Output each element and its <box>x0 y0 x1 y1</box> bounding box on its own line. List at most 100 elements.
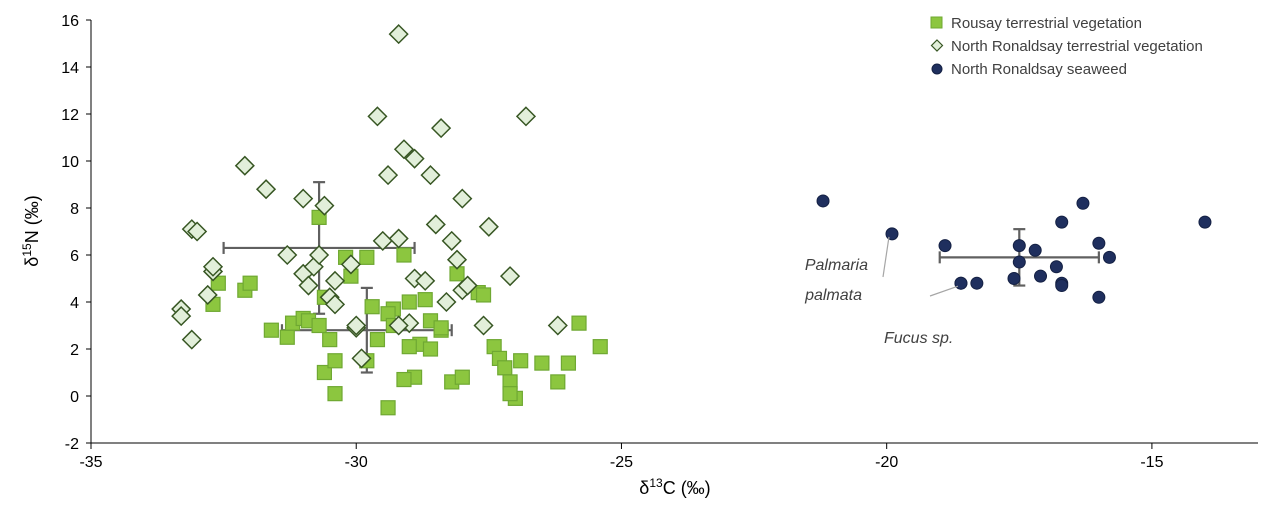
data-point-diamond <box>171 306 192 327</box>
data-point-circle <box>1007 272 1021 285</box>
data-point-diamond <box>478 216 499 237</box>
data-point-diamond <box>324 270 346 291</box>
x-axis-title: δ13C (‰) <box>639 476 710 498</box>
data-series <box>171 24 1212 416</box>
x-tick-label: -30 <box>345 454 368 471</box>
data-point-diamond <box>351 348 372 369</box>
data-point-square <box>279 329 295 345</box>
palmaria-leader-line <box>882 236 890 278</box>
data-point-circle <box>816 194 830 208</box>
data-point-square <box>571 315 587 331</box>
y-tick-label: 0 <box>70 389 79 406</box>
data-point-circle <box>1028 243 1042 257</box>
y-tick-label: 10 <box>61 154 79 171</box>
data-point-square <box>433 320 449 336</box>
data-point-diamond <box>314 195 335 216</box>
data-point-diamond <box>473 315 494 336</box>
data-point-square <box>322 332 338 348</box>
data-point-square <box>560 355 577 371</box>
data-point-diamond <box>415 270 436 291</box>
data-point-square <box>475 287 492 303</box>
data-point-diamond <box>255 179 277 200</box>
y-tick-label: 16 <box>61 13 79 30</box>
data-point-square <box>359 249 375 265</box>
data-point-diamond <box>404 148 425 169</box>
data-point-circle <box>1034 269 1048 283</box>
data-point-square <box>327 386 343 402</box>
y-tick-label: 4 <box>70 295 79 312</box>
data-point-square <box>364 299 380 315</box>
data-point-diamond <box>346 315 367 336</box>
data-point-circle <box>1092 290 1106 304</box>
data-point-square <box>263 322 279 338</box>
legend-item-north-ronaldsay-terrestrial[interactable]: North Ronaldsay terrestrial vegetation <box>930 38 1203 55</box>
y-tick-label: 2 <box>70 342 79 359</box>
data-point-diamond <box>515 106 537 127</box>
data-point-diamond <box>457 275 478 296</box>
y-tick-label: 14 <box>61 60 79 77</box>
data-point-diamond <box>372 230 393 251</box>
series-2 <box>816 194 1212 304</box>
data-point-circle <box>885 227 899 241</box>
data-point-diamond <box>388 24 409 45</box>
legend-item-north-ronaldsay-seaweed[interactable]: North Ronaldsay seaweed <box>931 61 1127 78</box>
data-point-square <box>534 355 550 371</box>
axes <box>90 20 1258 444</box>
data-point-circle <box>954 276 968 290</box>
data-point-square <box>242 275 258 291</box>
data-point-diamond <box>309 244 330 266</box>
data-point-diamond <box>197 284 218 306</box>
data-point-square <box>316 364 332 381</box>
data-point-diamond <box>298 275 319 296</box>
palmaria-label-line-1: Palmaria <box>805 257 868 274</box>
y-tick-label: 12 <box>61 107 79 124</box>
data-point-square <box>454 369 470 385</box>
data-point-diamond <box>499 266 521 287</box>
palmaria-label-line-2: palmata <box>804 287 862 304</box>
data-point-square <box>502 386 518 402</box>
data-point-diamond <box>393 139 415 160</box>
data-point-square <box>396 371 412 388</box>
circle-marker-icon <box>931 63 943 75</box>
data-point-diamond <box>388 315 409 336</box>
data-point-square <box>550 374 566 390</box>
y-tick-label: -2 <box>65 436 79 453</box>
data-point-square <box>311 317 327 334</box>
data-point-square <box>497 360 513 376</box>
data-point-diamond <box>187 221 208 242</box>
data-point-diamond <box>202 256 224 277</box>
x-tick-label: -20 <box>875 454 898 471</box>
data-point-diamond <box>446 249 468 270</box>
data-point-square <box>396 247 412 263</box>
data-point-diamond <box>420 165 441 186</box>
data-point-square <box>401 339 417 355</box>
y-tick-label: 6 <box>70 248 79 265</box>
y-ticks: -2 0 2 4 6 8 10 12 14 16 <box>61 13 91 453</box>
data-point-diamond <box>277 244 298 266</box>
data-point-circle <box>970 276 984 290</box>
data-point-diamond <box>441 230 462 251</box>
data-point-square <box>592 339 608 355</box>
data-point-diamond <box>340 254 361 275</box>
legend-label-north-ronaldsay-seaweed: North Ronaldsay seaweed <box>951 61 1127 78</box>
x-tick-label: -35 <box>79 454 102 471</box>
data-point-diamond <box>367 106 388 127</box>
data-point-diamond <box>547 315 568 336</box>
data-point-square <box>327 353 343 369</box>
data-point-diamond <box>431 118 452 139</box>
series-1 <box>171 24 568 369</box>
data-point-circle <box>1092 236 1106 250</box>
square-marker-icon <box>930 16 943 29</box>
fucus-leader-line <box>929 285 959 297</box>
data-point-diamond <box>324 294 346 315</box>
data-point-diamond <box>234 155 255 176</box>
data-point-circle <box>1055 215 1069 229</box>
annotation-fucus: Fucus sp. <box>884 285 959 347</box>
data-point-circle <box>1055 279 1069 293</box>
legend-item-rousay[interactable]: Rousay terrestrial vegetation <box>930 15 1142 32</box>
fucus-label: Fucus sp. <box>884 330 953 347</box>
x-tick-label: -15 <box>1140 454 1163 471</box>
data-point-square <box>422 341 439 357</box>
series-0 <box>205 209 608 416</box>
data-point-diamond <box>181 329 202 350</box>
